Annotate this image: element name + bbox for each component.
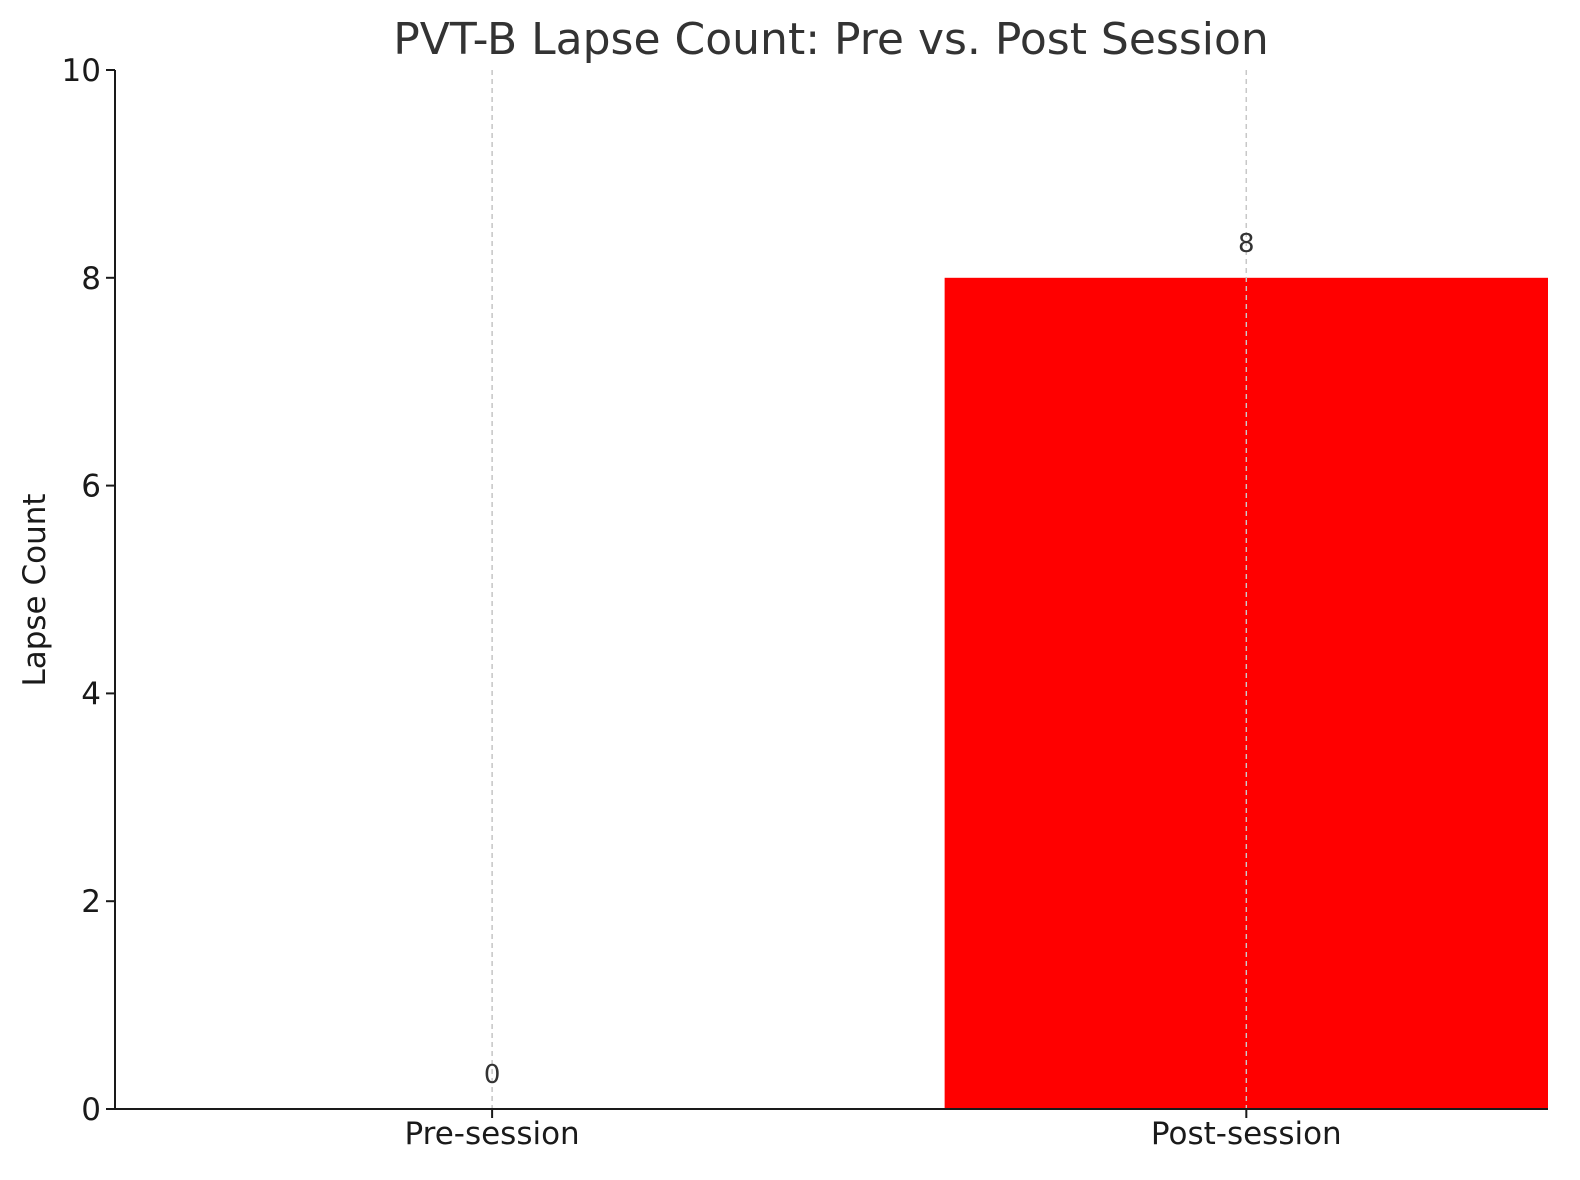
gridline-top-layer [491,70,1248,1109]
y-tick-label: 6 [81,469,101,505]
y-tick-label: 10 [62,53,101,89]
data-label: 0 [484,1060,501,1090]
y-tick-label: 2 [81,884,101,920]
x-tick-label: Post-session [1151,1116,1342,1152]
y-tick-label: 4 [81,676,101,712]
label-layer: 0 Pre-session 8 Post-session 0 2 4 6 8 10 [62,53,1342,1152]
x-tick-label: Pre-session [404,1116,579,1152]
chart-title: PVT-B Lapse Count: Pre vs. Post Session [393,14,1269,65]
y-tick-label: 8 [81,261,101,297]
axis-layer [106,69,1548,1118]
y-axis-label: Lapse Count [17,493,53,686]
y-tick-label: 0 [81,1092,101,1128]
data-label: 8 [1238,229,1255,259]
